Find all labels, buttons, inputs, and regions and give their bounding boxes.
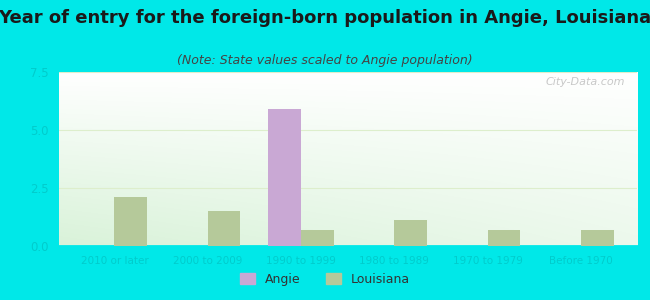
Bar [488, 230, 521, 246]
Text: City-Data.com: City-Data.com [546, 77, 625, 87]
Bar [114, 197, 147, 246]
Bar [301, 230, 333, 246]
Bar [268, 109, 301, 246]
Text: (Note: State values scaled to Angie population): (Note: State values scaled to Angie popu… [177, 54, 473, 67]
Text: Year of entry for the foreign-born population in Angie, Louisiana: Year of entry for the foreign-born popul… [0, 9, 650, 27]
Legend: Angie, Louisiana: Angie, Louisiana [235, 268, 415, 291]
Bar [395, 220, 427, 246]
Bar [208, 211, 240, 246]
Bar [581, 230, 614, 246]
